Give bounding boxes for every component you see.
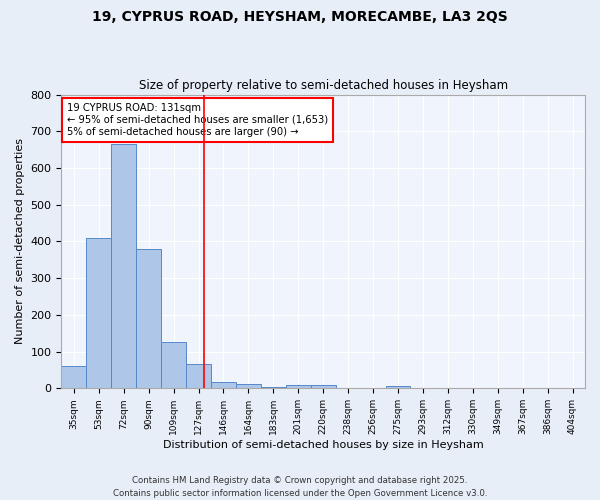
Bar <box>286 384 311 388</box>
Bar <box>86 238 111 388</box>
Bar <box>386 386 410 388</box>
Bar <box>186 364 211 388</box>
Bar <box>111 144 136 388</box>
Bar <box>61 366 86 388</box>
Text: Contains HM Land Registry data © Crown copyright and database right 2025.
Contai: Contains HM Land Registry data © Crown c… <box>113 476 487 498</box>
Text: 19, CYPRUS ROAD, HEYSHAM, MORECAMBE, LA3 2QS: 19, CYPRUS ROAD, HEYSHAM, MORECAMBE, LA3… <box>92 10 508 24</box>
Bar <box>236 384 261 388</box>
Bar <box>211 382 236 388</box>
Text: 19 CYPRUS ROAD: 131sqm
← 95% of semi-detached houses are smaller (1,653)
5% of s: 19 CYPRUS ROAD: 131sqm ← 95% of semi-det… <box>67 104 328 136</box>
Bar <box>311 384 335 388</box>
Title: Size of property relative to semi-detached houses in Heysham: Size of property relative to semi-detach… <box>139 79 508 92</box>
X-axis label: Distribution of semi-detached houses by size in Heysham: Distribution of semi-detached houses by … <box>163 440 484 450</box>
Bar <box>136 249 161 388</box>
Bar <box>261 386 286 388</box>
Bar <box>161 342 186 388</box>
Y-axis label: Number of semi-detached properties: Number of semi-detached properties <box>15 138 25 344</box>
